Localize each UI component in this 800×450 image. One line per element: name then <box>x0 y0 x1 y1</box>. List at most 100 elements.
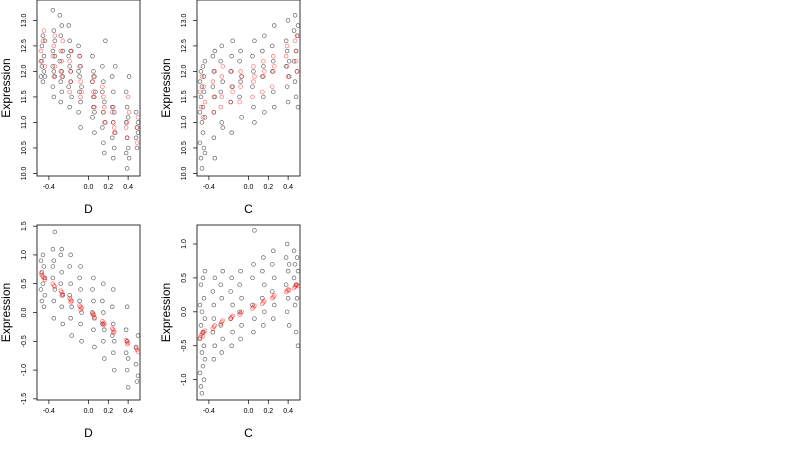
point-black-75 <box>294 255 300 260</box>
point-black-37 <box>230 38 235 44</box>
x-tick-label-3: 0.4 <box>123 184 133 191</box>
y-tick-label-0: 10.0 <box>21 167 28 181</box>
point-red-22 <box>78 94 83 100</box>
point-black-8 <box>42 292 48 298</box>
point-red-28 <box>260 89 265 95</box>
point-black-82 <box>123 150 129 156</box>
point-red-7 <box>211 94 217 100</box>
y-tick-label-4: 1.0 <box>181 239 188 249</box>
point-black-24 <box>59 246 65 252</box>
point-black-50 <box>260 268 265 274</box>
point-black-64 <box>284 48 290 54</box>
point-black-5 <box>40 281 46 286</box>
point-red-15 <box>67 58 72 64</box>
point-red-12 <box>220 64 226 69</box>
point-red-10 <box>60 291 65 297</box>
point-black-28 <box>60 48 65 54</box>
point-red-0 <box>197 89 203 95</box>
point-red-6 <box>51 283 57 288</box>
point-black-1 <box>197 109 203 115</box>
point-black-62 <box>124 367 130 373</box>
point-black-16 <box>51 316 57 321</box>
point-black-22 <box>60 321 65 327</box>
point-black-16 <box>202 268 208 274</box>
point-black-9 <box>200 104 206 110</box>
point-black-54 <box>262 33 267 38</box>
point-black-21 <box>59 269 65 275</box>
point-black-39 <box>237 94 242 100</box>
point-red-40 <box>124 120 130 125</box>
point-black-15 <box>51 69 57 74</box>
point-black-75 <box>293 94 299 100</box>
point-red-12 <box>59 74 65 79</box>
point-black-52 <box>261 255 266 260</box>
point-red-5 <box>50 53 56 59</box>
point-black-61 <box>100 89 105 95</box>
panel-frame <box>196 0 301 177</box>
point-black-22 <box>58 33 64 38</box>
point-red-19 <box>67 89 72 95</box>
point-black-19 <box>58 281 64 286</box>
point-black-69 <box>134 379 140 384</box>
x-tick-label-0: -0.4 <box>43 408 55 415</box>
x-tick-label-3: 0.4 <box>283 408 293 415</box>
point-black-4 <box>198 94 204 100</box>
point-red-26 <box>272 293 277 298</box>
point-black-80 <box>123 89 129 95</box>
point-black-54 <box>110 333 115 338</box>
point-black-0 <box>38 258 44 263</box>
point-black-1 <box>38 74 44 79</box>
point-red-4 <box>42 277 48 282</box>
point-red-43 <box>123 125 129 130</box>
point-black-60 <box>100 64 105 69</box>
point-black-34 <box>78 321 83 327</box>
point-red-5 <box>202 328 208 334</box>
point-black-30 <box>220 268 226 274</box>
point-black-62 <box>283 38 289 44</box>
point-black-30 <box>220 79 226 84</box>
point-black-43 <box>92 344 97 350</box>
point-red-8 <box>212 323 218 328</box>
x-tick-label-3: 0.4 <box>123 408 133 415</box>
point-black-16 <box>202 58 208 64</box>
y-tick-label-1: 10.5 <box>181 141 188 155</box>
point-black-50 <box>90 53 95 59</box>
point-red-21 <box>78 79 83 84</box>
point-black-70 <box>110 74 115 79</box>
x-axis: -0.4 0.0 0.2 0.4 <box>203 176 293 191</box>
x-axis: -0.4 0.0 0.2 0.4 <box>43 176 133 191</box>
point-black-6 <box>199 84 205 89</box>
point-black-25 <box>67 264 72 269</box>
point-black-59 <box>271 58 276 64</box>
point-black-12 <box>50 64 56 69</box>
y-axis-title: Expression <box>0 283 13 342</box>
point-black-83 <box>124 104 130 110</box>
point-black-46 <box>251 69 256 74</box>
point-black-13 <box>50 84 56 89</box>
point-black-15 <box>202 115 208 120</box>
point-red-39 <box>293 58 299 64</box>
point-black-47 <box>100 321 105 327</box>
point-red-23 <box>262 298 267 304</box>
point-red-40 <box>294 69 300 74</box>
point-black-66 <box>102 99 107 105</box>
point-red-20 <box>237 99 242 105</box>
panel-frame <box>36 0 141 177</box>
point-black-35 <box>67 104 72 110</box>
point-black-45 <box>250 84 255 89</box>
point-black-62 <box>100 125 105 130</box>
point-black-71 <box>135 373 141 379</box>
y-axis: -1.0 -0.5 0.0 0.5 1.0 <box>181 239 197 386</box>
point-black-79 <box>295 23 301 28</box>
y-tick-label-1: 10.5 <box>21 141 28 155</box>
point-red-6 <box>51 43 57 49</box>
point-black-65 <box>125 356 131 361</box>
y-tick-label-3: 0.0 <box>21 308 28 318</box>
x-tick-label-2: 0.2 <box>263 408 273 415</box>
point-black-1 <box>197 302 203 308</box>
point-black-2 <box>39 43 45 49</box>
x-axis-title: C <box>244 202 253 216</box>
point-black-58 <box>111 339 117 344</box>
point-black-52 <box>101 281 106 286</box>
point-black-5 <box>198 384 204 389</box>
